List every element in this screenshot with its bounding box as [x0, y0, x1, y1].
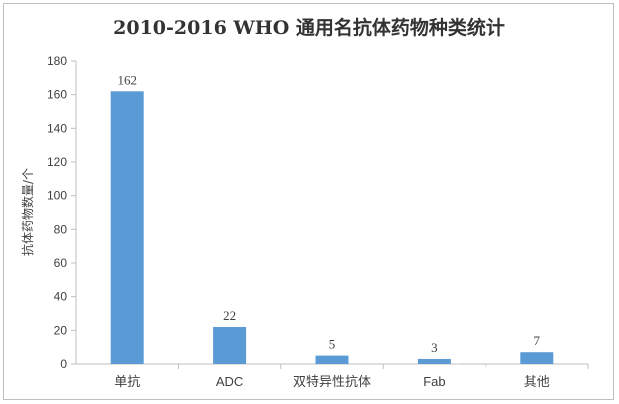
bar: [520, 352, 554, 364]
y-tick-label: 60: [54, 256, 68, 270]
x-tick-label: 双特异性抗体: [293, 374, 371, 389]
y-tick-label: 160: [47, 88, 67, 102]
bar: [213, 326, 247, 364]
x-tick-label: ADC: [216, 374, 243, 389]
bars-group: [110, 91, 554, 365]
bar-value-label: 22: [223, 308, 236, 323]
x-tick-label: 其他: [524, 374, 550, 389]
x-tick-label: 单抗: [114, 374, 140, 389]
y-tick-label: 20: [54, 323, 68, 337]
bar-value-label: 7: [534, 333, 541, 348]
y-axis-label: 抗体药物数量/个: [20, 168, 35, 256]
axes-group: 0 20 40 60 80 100 120 140 160 180: [47, 54, 589, 371]
bar-value-label: 3: [431, 340, 438, 355]
watermark: 生物制药小编: [449, 364, 562, 383]
labels-group: 162 单抗 22 ADC 5 双特异性抗体 3 Fab 7 其他: [114, 72, 550, 389]
bar: [417, 358, 451, 364]
y-tick-label: 80: [54, 222, 68, 236]
bar: [315, 355, 349, 364]
y-tick-label: 180: [47, 54, 67, 68]
chart-title: 2010-2016 WHO 通用名抗体药物种类统计: [113, 16, 505, 39]
bar-value-label: 162: [117, 72, 137, 87]
y-tick-label: 40: [54, 290, 68, 304]
wechat-icon: [449, 364, 473, 383]
bar-value-label: 5: [329, 337, 336, 352]
bar: [110, 91, 144, 365]
y-tick-label: 100: [47, 189, 67, 203]
y-tick-label: 140: [47, 121, 67, 135]
y-tick-label: 0: [60, 357, 67, 371]
y-tick-label: 120: [47, 155, 67, 169]
chart-frame: [3, 3, 614, 400]
x-tick-label: Fab: [423, 374, 445, 389]
watermark-text: 生物制药小编: [478, 365, 562, 381]
